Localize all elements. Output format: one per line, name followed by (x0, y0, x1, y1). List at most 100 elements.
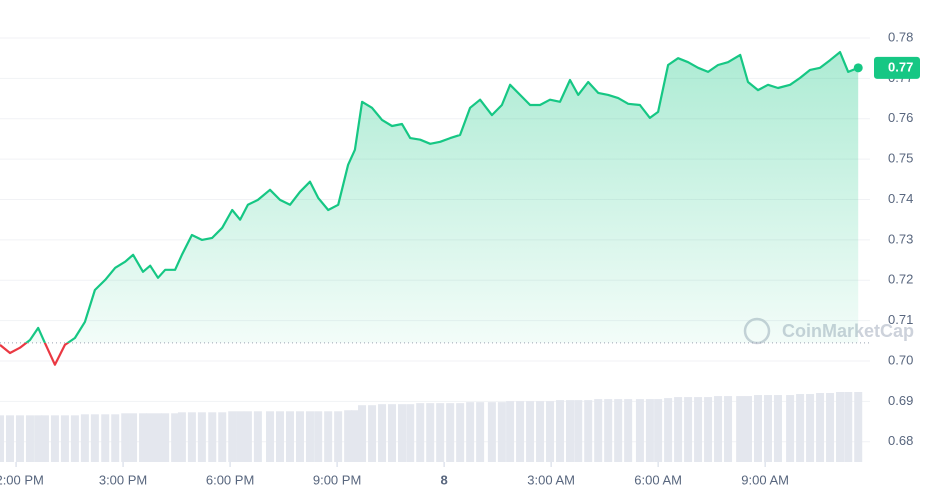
volume-bar (187, 412, 196, 462)
volume-bar (574, 400, 583, 462)
volume-bar (614, 399, 623, 462)
volume-bar (466, 402, 475, 462)
volume-bar (704, 397, 713, 462)
y-tick-label: 0.78 (888, 29, 913, 44)
volume-bar (253, 411, 262, 462)
volume-bar (80, 414, 89, 462)
x-tick-label: 12:00 PM (0, 472, 44, 487)
volume-bar (334, 411, 343, 462)
volume-bar (218, 412, 227, 462)
volume-bar (724, 396, 733, 462)
volume-bar (111, 414, 120, 462)
volume-bar (844, 392, 853, 462)
volume-bar (208, 412, 217, 462)
last-point (853, 63, 863, 73)
volume-bar (416, 403, 425, 462)
volume-bar (714, 396, 723, 462)
volume-bar (266, 411, 275, 462)
volume-bar (388, 404, 397, 462)
volume-bar (40, 415, 49, 462)
volume-bar (368, 405, 377, 462)
volume-bar (101, 414, 110, 462)
volume-bar (826, 393, 835, 462)
volume-bar (674, 397, 683, 462)
x-tick-label: 8 (440, 472, 447, 487)
volume-bar (497, 402, 506, 462)
last-price-label: 0.77 (888, 59, 913, 74)
y-tick-label: 0.75 (888, 151, 913, 166)
volume-bar (736, 396, 745, 462)
volume-bar (378, 404, 387, 462)
volume-bar (243, 411, 252, 462)
volume-bar (694, 397, 703, 462)
volume-bar (0, 415, 4, 462)
volume-bar (171, 413, 180, 462)
y-tick-label: 0.76 (888, 110, 913, 125)
volume-bar (744, 396, 753, 462)
volume-bar (446, 403, 455, 462)
price-area (0, 52, 859, 343)
volume-bar (584, 400, 593, 462)
x-tick-label: 9:00 AM (741, 472, 789, 487)
y-tick-label: 0.74 (888, 191, 913, 206)
y-tick-label: 0.72 (888, 272, 913, 287)
last-price-box (874, 56, 920, 79)
volume-bar (556, 400, 565, 462)
volume-bar (177, 412, 186, 462)
volume-bar (34, 415, 43, 462)
price-line-up (24, 51, 859, 343)
volume-bar (305, 411, 314, 462)
x-tick-label: 9:00 PM (313, 472, 361, 487)
volume-bar (506, 401, 515, 462)
volume-bar (154, 413, 163, 462)
y-tick-label: 0.69 (888, 393, 913, 408)
volume-bar (324, 411, 333, 462)
volume-bar (773, 395, 782, 462)
volume-bar (684, 397, 693, 462)
volume-bar (753, 395, 762, 462)
volume-bar (286, 411, 294, 462)
volume-bar (546, 401, 555, 462)
volume-bar (350, 410, 359, 462)
volume-bar (314, 411, 323, 462)
volume-bar (763, 395, 772, 462)
volume-bar (139, 413, 148, 462)
volume-bar (594, 399, 603, 462)
y-tick-label: 0.73 (888, 231, 913, 246)
volume-bar (516, 401, 525, 462)
volume-bar (358, 405, 367, 462)
volume-bar (295, 411, 304, 462)
volume-bar (566, 400, 575, 462)
volume-bar (344, 410, 353, 462)
volume-bar (236, 411, 245, 462)
volume-bar (796, 394, 805, 462)
volume-bar (786, 395, 795, 462)
volume-bar (228, 411, 237, 462)
volume-bar (854, 392, 863, 462)
volume-bar (25, 415, 34, 462)
volume-bar (536, 401, 545, 462)
volume-bar (645, 399, 654, 462)
volume-bar (146, 413, 155, 462)
volume-bar (456, 403, 465, 462)
volume-bar (406, 404, 415, 462)
volume-bar (197, 412, 206, 462)
y-tick-label: 0.71 (888, 312, 913, 327)
volume-bar (426, 403, 435, 462)
volume-bar (526, 401, 535, 462)
volume-bar (15, 415, 24, 462)
volume-bar (654, 399, 663, 462)
x-tick-label: 6:00 AM (634, 472, 682, 487)
volume-bar (50, 415, 59, 462)
volume-bar (60, 415, 69, 462)
volume-bar (816, 393, 825, 462)
y-tick-label: 0.70 (888, 352, 913, 367)
volume-bar (436, 403, 445, 462)
volume-bar (624, 399, 633, 462)
volume-bar (70, 415, 79, 462)
volume-bar (635, 399, 644, 462)
volume-bar (90, 414, 99, 462)
volume-bar (276, 411, 285, 462)
volume-bar (5, 415, 14, 462)
